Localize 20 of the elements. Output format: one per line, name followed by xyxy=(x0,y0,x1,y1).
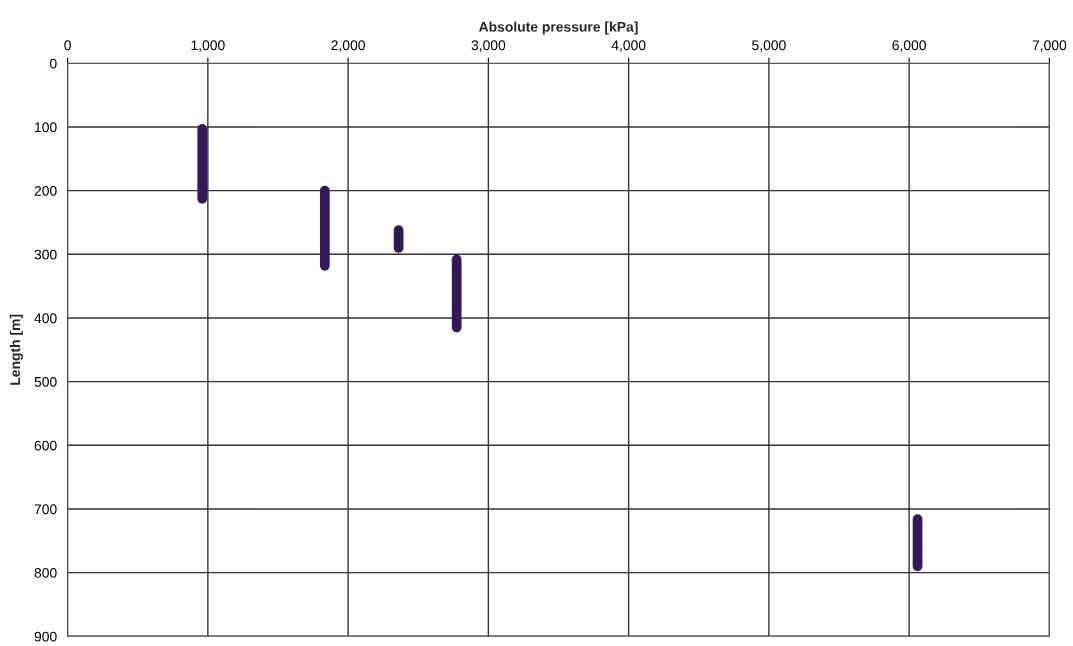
x-tick-label: 1,000 xyxy=(191,40,225,52)
y-tick-label: 300 xyxy=(34,249,57,260)
x-tick-label: 4,000 xyxy=(611,40,646,52)
x-tick-label: 3,000 xyxy=(471,40,506,52)
y-tick-label: 400 xyxy=(34,313,57,324)
y-tick-label: 200 xyxy=(34,185,57,196)
y-tick-label: 0 xyxy=(50,58,57,69)
x-tick-label: 7,000 xyxy=(1032,40,1067,52)
y-tick-label: 500 xyxy=(34,376,57,387)
x-tick-label: 6,000 xyxy=(892,40,926,52)
y-axis-title: Length [m] xyxy=(9,314,23,385)
y-tick-label: 900 xyxy=(34,631,57,642)
y-tick-label: 100 xyxy=(35,122,57,133)
y-tick-label: 700 xyxy=(34,504,57,515)
x-axis-title: Absolute pressure [kPa] xyxy=(478,21,638,35)
x-tick-label: 5,000 xyxy=(752,40,786,52)
y-tick-label: 800 xyxy=(34,567,57,578)
y-tick-label: 600 xyxy=(34,440,57,451)
x-tick-label: 2,000 xyxy=(331,40,365,52)
x-tick-label: 0 xyxy=(64,40,71,51)
